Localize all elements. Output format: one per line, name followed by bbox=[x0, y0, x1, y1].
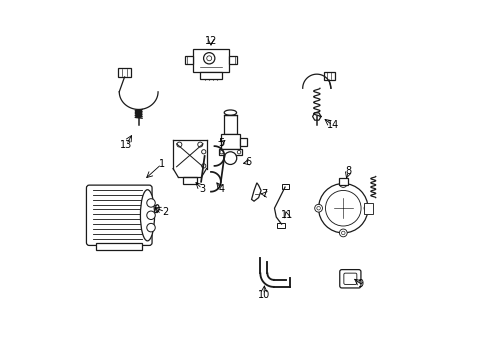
Text: 3: 3 bbox=[199, 184, 205, 194]
Text: 6: 6 bbox=[244, 157, 250, 167]
Bar bbox=[277, 224, 285, 228]
Text: 8: 8 bbox=[345, 166, 351, 176]
Text: 2: 2 bbox=[162, 207, 168, 217]
FancyBboxPatch shape bbox=[343, 273, 356, 284]
Bar bbox=[144, 205, 157, 212]
Text: 5: 5 bbox=[218, 138, 224, 148]
Bar bbox=[228, 56, 237, 64]
Bar bbox=[200, 72, 221, 78]
Circle shape bbox=[201, 150, 205, 154]
FancyBboxPatch shape bbox=[86, 185, 152, 246]
Circle shape bbox=[201, 164, 205, 168]
Bar bbox=[281, 184, 289, 189]
Text: 12: 12 bbox=[204, 36, 217, 46]
Circle shape bbox=[318, 184, 367, 233]
Circle shape bbox=[366, 207, 369, 210]
Circle shape bbox=[224, 152, 236, 165]
Bar bbox=[183, 177, 197, 184]
FancyBboxPatch shape bbox=[339, 270, 360, 288]
Text: 7: 7 bbox=[260, 189, 266, 199]
Bar bbox=[323, 72, 334, 80]
Circle shape bbox=[339, 180, 346, 188]
Circle shape bbox=[364, 204, 371, 212]
Bar bbox=[184, 56, 193, 64]
Circle shape bbox=[339, 229, 346, 237]
Circle shape bbox=[146, 224, 155, 232]
Bar bbox=[219, 149, 242, 155]
Text: 9: 9 bbox=[357, 279, 363, 289]
Circle shape bbox=[177, 142, 182, 147]
Bar bbox=[193, 49, 228, 72]
Circle shape bbox=[220, 150, 223, 154]
Text: 4: 4 bbox=[218, 184, 224, 194]
Polygon shape bbox=[312, 113, 321, 120]
Text: 1: 1 bbox=[158, 159, 164, 169]
Circle shape bbox=[316, 207, 320, 210]
Ellipse shape bbox=[140, 190, 154, 241]
Text: 14: 14 bbox=[326, 120, 338, 130]
Circle shape bbox=[341, 182, 345, 185]
Polygon shape bbox=[251, 183, 261, 201]
Text: 10: 10 bbox=[257, 290, 269, 300]
Bar bbox=[221, 134, 239, 149]
Ellipse shape bbox=[224, 110, 236, 115]
Circle shape bbox=[203, 53, 214, 64]
Circle shape bbox=[206, 56, 211, 61]
Text: 13: 13 bbox=[120, 140, 132, 150]
Circle shape bbox=[197, 142, 203, 147]
Bar bbox=[96, 243, 142, 251]
Circle shape bbox=[146, 199, 155, 207]
Circle shape bbox=[325, 190, 360, 226]
Circle shape bbox=[341, 231, 345, 235]
Bar bbox=[338, 177, 347, 185]
Ellipse shape bbox=[155, 205, 159, 212]
Bar bbox=[224, 115, 236, 134]
Bar bbox=[364, 203, 372, 213]
Bar bbox=[118, 68, 131, 77]
Circle shape bbox=[237, 150, 240, 154]
Text: 11: 11 bbox=[280, 210, 292, 220]
Circle shape bbox=[314, 204, 322, 212]
Circle shape bbox=[146, 211, 155, 220]
Bar bbox=[239, 138, 246, 146]
